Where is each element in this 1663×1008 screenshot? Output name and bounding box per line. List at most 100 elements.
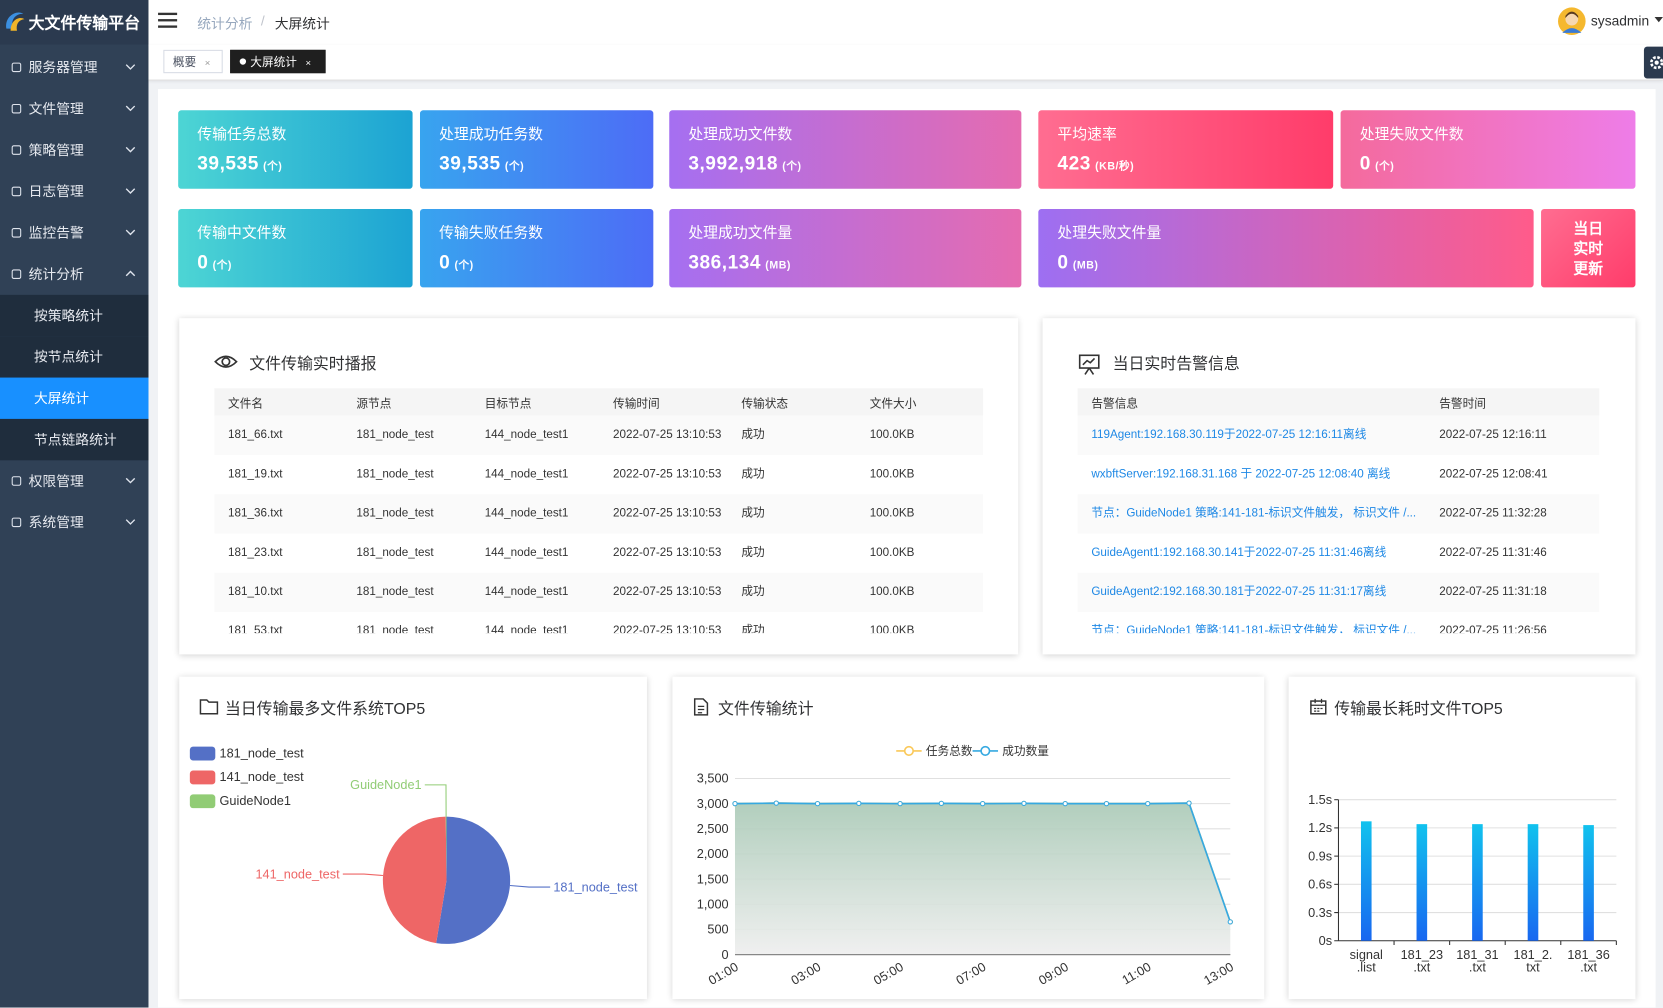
column-header: 告警时间 (1439, 397, 1486, 411)
tab-label: 概要 (172, 56, 197, 69)
menu-item[interactable]: 系统管理 (0, 502, 148, 543)
table-cell: 2022-07-25 13:10:53 (613, 585, 722, 599)
alert-icon (1078, 354, 1100, 375)
stat-card: 处理失败文件量 0 (MB) (1038, 208, 1534, 288)
table-row: GuideAgent1:192.168.30.141于2022-07-25 11… (1077, 533, 1600, 573)
submenu-item[interactable]: 大屏统计 (0, 377, 149, 419)
table-cell: 144_node_test1 (484, 428, 569, 442)
column-header: 目标节点 (484, 397, 532, 411)
stat-unit: (个) (212, 259, 232, 272)
tabs-bar: 概要 × 大屏统计 × (148, 44, 1663, 81)
table-cell: 181_node_test (356, 467, 434, 481)
menu-label: 文件管理 (28, 100, 84, 117)
user-name[interactable]: sysadmin (1590, 12, 1650, 29)
stat-value: 39,535 (439, 152, 501, 174)
tab-close[interactable]: × (305, 57, 312, 68)
table-row: 181_36.txt 181_node_test 144_node_test1 202… (214, 494, 984, 534)
stat-value-wrap: 386,134 (MB) (688, 251, 791, 273)
stat-value: 0 (1057, 251, 1069, 273)
stat-unit: (个) (454, 259, 474, 272)
stat-unit: (KB/秒) (1095, 161, 1135, 173)
panel-title: 文件传输实时播报 (249, 355, 377, 374)
eye-icon (214, 355, 238, 368)
stat-value: 0 (197, 251, 209, 273)
stat-card: 处理失败文件数 0 (个) (1340, 110, 1636, 189)
menu-icon (11, 476, 22, 486)
breadcrumb-current: 大屏统计 (274, 15, 330, 32)
stat-value-wrap: 0 (个) (197, 251, 232, 273)
chevron (125, 64, 136, 70)
stat-label: 处理成功文件数 (688, 125, 793, 143)
chevron (125, 229, 136, 236)
table-cell: 144_node_test1 (484, 546, 569, 559)
menu-item[interactable]: 监控告警 (0, 212, 148, 253)
refresh-button[interactable]: 当日 实时 更新 (1541, 208, 1636, 288)
menu-item[interactable]: 策略管理 (0, 129, 148, 170)
stat-card: 处理成功文件数 3,992,918 (个) (669, 110, 1022, 189)
table-row: wxbftServer:192.168.31.168 于 2022-07-25 … (1077, 454, 1600, 495)
stat-value-wrap: 39,535 (个) (197, 153, 282, 175)
transfer-panel: 文件传输实时播报 文件名 源节点 目标节点 传输时间 传输状态 文件大小 181_66.tx… (179, 318, 1019, 655)
table-cell: 144_node_test1 (484, 467, 569, 481)
stat-label: 处理失败文件量 (1057, 223, 1162, 241)
table-cell: 成功 (741, 428, 765, 442)
submenu-label: 大屏统计 (33, 390, 90, 407)
menu-item[interactable]: 文件管理 (0, 88, 148, 129)
table-cell: 节点：GuideNode1 策略:141-181-标识文件触发， 标识文件 /.… (1091, 506, 1417, 520)
gear-icon (1650, 55, 1663, 70)
stat-value-wrap: 0 (个) (439, 251, 474, 273)
avatar[interactable] (1557, 6, 1587, 36)
bar-panel: 传输最长耗时文件TOP5 (1288, 676, 1636, 1000)
menu-item[interactable]: 日志管理 (0, 171, 148, 212)
tab-close[interactable]: × (204, 57, 211, 68)
table-cell: 181_node_test (356, 585, 434, 599)
table-header: 告警信息 告警时间 (1077, 388, 1600, 416)
table-cell: GuideAgent2:192.168.30.181于2022-07-25 11… (1091, 585, 1387, 599)
submenu-item[interactable]: 节点链路统计 (0, 418, 149, 461)
tab-dot (239, 58, 247, 65)
tab-active[interactable]: 大屏统计 × (230, 49, 326, 74)
stat-label: 传输任务总数 (197, 125, 287, 143)
stat-value-wrap: 423 (KB/秒) (1057, 153, 1134, 175)
column-header: 源节点 (356, 397, 392, 411)
stat-unit: (个) (1375, 161, 1395, 173)
table-cell: 2022-07-25 13:10:53 (613, 506, 722, 520)
tab[interactable]: 概要 × (163, 49, 223, 74)
stat-card: 传输中文件数 0 (个) (178, 208, 413, 288)
submenu-item[interactable]: 按策略统计 (0, 294, 149, 337)
table-cell: 100.0KB (869, 546, 915, 559)
table-cell: 2022-07-25 12:16:11 (1439, 428, 1547, 442)
stat-unit: (个) (504, 161, 525, 173)
table-cell: 181_node_test (356, 546, 434, 559)
table-row: 181_23.txt 181_node_test 144_node_test1 202… (214, 533, 984, 573)
table-cell: 2022-07-25 13:10:53 (613, 428, 722, 442)
table-cell: 181_node_test (356, 506, 434, 520)
settings-button[interactable] (1643, 46, 1663, 79)
tab-label: 大屏统计 (250, 56, 297, 69)
refresh-button-label: 当日 (1573, 219, 1604, 237)
menu-item[interactable]: 权限管理 (0, 460, 148, 501)
stat-value: 39,535 (197, 152, 259, 174)
table-cell: 100.0KB (869, 585, 915, 599)
table-cell: 181_36.txt (228, 506, 283, 520)
table-cell: 成功 (741, 546, 765, 559)
submenu-item[interactable]: 按节点统计 (0, 336, 149, 378)
table-cell: 节点：GuideNode1 策略:141-181-标识文件触发， 标识文件 /.… (1091, 624, 1417, 634)
table-cell: 181_node_test (356, 428, 434, 442)
breadcrumb-link[interactable]: 统计分析 (197, 15, 253, 32)
menu-item[interactable]: 服务器管理 (0, 47, 148, 88)
menu-icon (11, 186, 22, 197)
stat-card: 传输任务总数 39,535 (个) (178, 110, 413, 189)
hamburger[interactable] (158, 12, 179, 29)
stat-label: 处理失败文件数 (1359, 125, 1464, 143)
stat-unit: (MB) (1072, 259, 1099, 272)
stat-value-wrap: 0 (个) (1360, 153, 1395, 175)
table-row: 181_19.txt 181_node_test 144_node_test1 202… (214, 454, 984, 495)
calendar-icon (1310, 698, 1327, 715)
stat-value: 0 (439, 251, 451, 273)
table-cell: 成功 (741, 506, 765, 520)
menu-item[interactable]: 统计分析 (0, 253, 148, 294)
table-cell: 成功 (741, 467, 765, 481)
menu-label: 系统管理 (28, 514, 84, 531)
